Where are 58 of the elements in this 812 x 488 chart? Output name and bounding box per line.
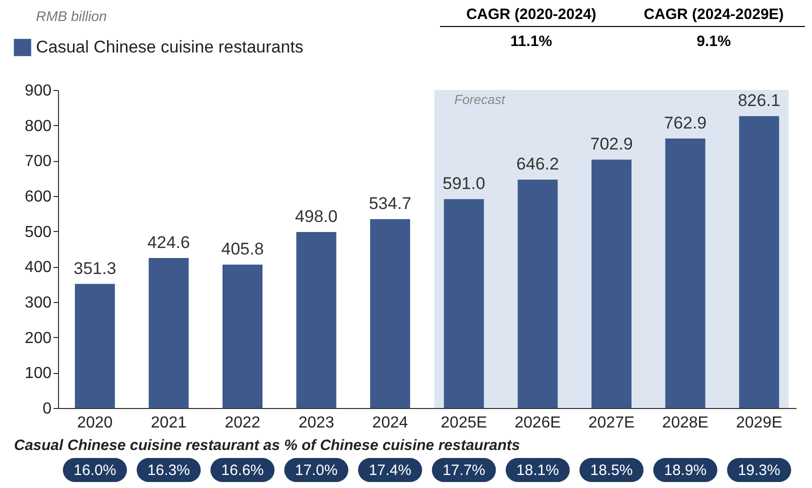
text: 16.0% xyxy=(74,462,116,479)
band-label: Forecast xyxy=(454,92,506,107)
y-tick-label: 300 xyxy=(24,294,52,312)
data-label: 424.6 xyxy=(147,232,190,252)
y-tick-label: 200 xyxy=(24,330,52,347)
y-tick-label: 400 xyxy=(24,259,52,276)
bar xyxy=(592,160,632,408)
x-tick-label: 2027E xyxy=(588,414,635,432)
x-tick-label: 2024 xyxy=(372,414,408,432)
data-label: 351.3 xyxy=(74,258,116,278)
data-label: 498.0 xyxy=(295,207,338,226)
bar xyxy=(74,284,115,408)
y-tick-label: 0 xyxy=(42,400,52,418)
x-tick-label: 2025E xyxy=(440,414,488,432)
y-tick-label: 900 xyxy=(24,82,52,100)
data-label: 405.8 xyxy=(221,240,264,259)
bar xyxy=(665,138,706,408)
bar xyxy=(370,219,410,408)
x-tick-label: 2023 xyxy=(298,414,334,432)
text: 17.7% xyxy=(442,462,486,479)
text: 16.6% xyxy=(221,462,264,479)
text: RMB billion xyxy=(36,8,107,24)
y-tick-label: 500 xyxy=(24,224,52,241)
text: 16.3% xyxy=(147,462,190,479)
data-label: 826.1 xyxy=(738,91,780,110)
x-tick-label: 2022 xyxy=(224,414,260,432)
data-label: 762.9 xyxy=(664,113,707,132)
legend-label: Casual Chinese cuisine restaurants xyxy=(36,38,304,56)
x-tick-label: 2026E xyxy=(514,414,561,432)
y-tick-label: 700 xyxy=(24,153,52,170)
bar xyxy=(444,199,484,408)
y-tick-label: 800 xyxy=(24,118,52,135)
bar xyxy=(222,264,262,408)
text: CAGR (2024-2029E) xyxy=(642,6,785,23)
x-tick-label: 2028E xyxy=(662,414,708,432)
y-tick-label: 100 xyxy=(24,365,52,382)
text: 18.9% xyxy=(664,462,707,479)
x-tick-label: 2020 xyxy=(77,414,113,432)
data-label: 646.2 xyxy=(516,154,559,174)
text: 19.3% xyxy=(738,462,780,479)
data-label: 534.7 xyxy=(368,194,412,214)
text: 9.1% xyxy=(696,33,732,50)
text: 17.4% xyxy=(368,462,412,479)
text: CAGR (2020-2024) xyxy=(465,6,598,23)
data-label: 591.0 xyxy=(442,174,486,194)
text: 11.1% xyxy=(509,33,554,50)
bar xyxy=(518,180,558,408)
bar xyxy=(739,116,780,408)
text: Casual Chinese cuisine restaurant as % of Chinese cuisine restaurants xyxy=(14,437,520,454)
y-tick-label: 600 xyxy=(24,188,52,206)
bar xyxy=(296,232,336,408)
data-label: 702.9 xyxy=(590,134,633,154)
text: 18.5% xyxy=(590,462,633,479)
x-tick-label: 2029E xyxy=(736,414,782,432)
text: 17.0% xyxy=(295,462,338,479)
x-tick-label: 2021 xyxy=(150,414,187,432)
text: 18.1% xyxy=(516,462,559,479)
bar xyxy=(148,258,189,408)
